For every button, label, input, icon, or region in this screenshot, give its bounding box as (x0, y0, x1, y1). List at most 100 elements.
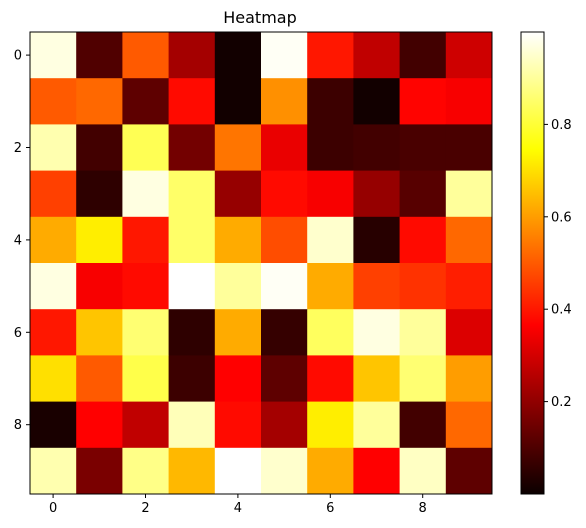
heatmap-cell (399, 216, 447, 264)
heatmap-cell (353, 263, 400, 310)
heatmap-cell (122, 263, 169, 310)
axes: 0 2 4 6 8 0 2 4 6 8 (14, 49, 427, 516)
heatmap-cell (445, 263, 493, 310)
heatmap-cell (76, 447, 123, 495)
heatmap-cell (30, 78, 77, 125)
heatmap-cell (261, 216, 308, 264)
heatmap-cell (307, 78, 354, 125)
heatmap-cell (214, 124, 262, 171)
heatmap-cell (307, 216, 354, 264)
plot-frame (29, 31, 493, 495)
heatmap-cell (261, 32, 308, 79)
heatmap-cell (445, 124, 493, 171)
chart-title: Heatmap (223, 8, 297, 27)
heatmap-cell (214, 263, 262, 310)
heatmap-cell (261, 447, 308, 495)
heatmap-cell (30, 124, 77, 171)
x-tick-label: 4 (234, 501, 242, 516)
heatmap-cell (353, 78, 400, 125)
heatmap-cell (353, 401, 400, 449)
heatmap-cell (307, 355, 354, 402)
heatmap-cell (214, 401, 262, 449)
heatmap-cell (353, 216, 400, 264)
heatmap-cell (261, 124, 308, 171)
heatmap-cell (122, 78, 169, 125)
x-tick-label: 2 (141, 501, 149, 516)
heatmap-cell (261, 263, 308, 310)
x-tick-label: 8 (419, 501, 427, 516)
heatmap-cell (399, 355, 447, 402)
heatmap-cell (168, 401, 216, 449)
heatmap-cell (261, 309, 308, 356)
heatmap-cell (168, 447, 216, 495)
heatmap-cell (30, 170, 77, 218)
heatmap-cell (353, 32, 400, 79)
heatmap-cell (168, 124, 216, 171)
heatmap-cell (445, 216, 493, 264)
heatmap-cell (30, 355, 77, 402)
heatmap-cell (214, 447, 262, 495)
heatmap-cell (122, 401, 169, 449)
colorbar (520, 31, 545, 495)
heatmap-cell (307, 32, 354, 79)
heatmap-cell (445, 355, 493, 402)
heatmap-cell (30, 216, 77, 264)
heatmap-cell (445, 78, 493, 125)
x-tick-label: 6 (326, 501, 334, 516)
heatmap-cell (76, 170, 123, 218)
heatmap-cell (399, 78, 447, 125)
heatmap-cell (30, 263, 77, 310)
heatmap-cell (307, 263, 354, 310)
heatmap-cell (122, 124, 169, 171)
heatmap-cell (399, 170, 447, 218)
heatmap-cell (399, 32, 447, 79)
heatmap-cell (399, 263, 447, 310)
heatmap-cell (399, 447, 447, 495)
heatmap-cell (76, 355, 123, 402)
heatmap-cell (76, 401, 123, 449)
heatmap-cell (445, 447, 493, 495)
heatmap-cell (122, 216, 169, 264)
heatmap-cell (399, 124, 447, 171)
heatmap-cell (214, 32, 262, 79)
heatmap-cell (261, 355, 308, 402)
heatmap-cell (353, 309, 400, 356)
heatmap-cell (122, 355, 169, 402)
heatmap-cell (353, 447, 400, 495)
y-tick-label: 4 (14, 233, 22, 248)
heatmap-cell (214, 355, 262, 402)
heatmap-cells (30, 32, 493, 495)
heatmap-cell (261, 170, 308, 218)
heatmap-cell (168, 170, 216, 218)
heatmap-cell (30, 32, 77, 79)
heatmap-cell (445, 170, 493, 218)
heatmap-cell (261, 78, 308, 125)
colorbar-tick-label: 0.6 (551, 210, 572, 225)
heatmap-cell (307, 309, 354, 356)
heatmap-cell (76, 309, 123, 356)
heatmap-cell (76, 263, 123, 310)
heatmap-cell (307, 401, 354, 449)
heatmap-cell (214, 309, 262, 356)
heatmap-cell (307, 170, 354, 218)
heatmap-cell (30, 401, 77, 449)
heatmap-cell (76, 78, 123, 125)
heatmap-cell (122, 170, 169, 218)
heatmap-cell (214, 216, 262, 264)
heatmap-cell (76, 216, 123, 264)
heatmap-cell (399, 401, 447, 449)
colorbar-tick-label: 0.2 (551, 395, 572, 410)
colorbar-ticks: 0.2 0.4 0.6 0.8 (544, 118, 572, 410)
heatmap-cell (168, 78, 216, 125)
heatmap-cell (353, 170, 400, 218)
heatmap-cell (76, 32, 123, 79)
heatmap-cell (214, 170, 262, 218)
heatmap-cell (168, 216, 216, 264)
heatmap-cell (168, 32, 216, 79)
heatmap-cell (122, 447, 169, 495)
heatmap-cell (307, 447, 354, 495)
heatmap-cell (122, 309, 169, 356)
x-tick-label: 0 (49, 501, 57, 516)
heatmap-cell (30, 447, 77, 495)
